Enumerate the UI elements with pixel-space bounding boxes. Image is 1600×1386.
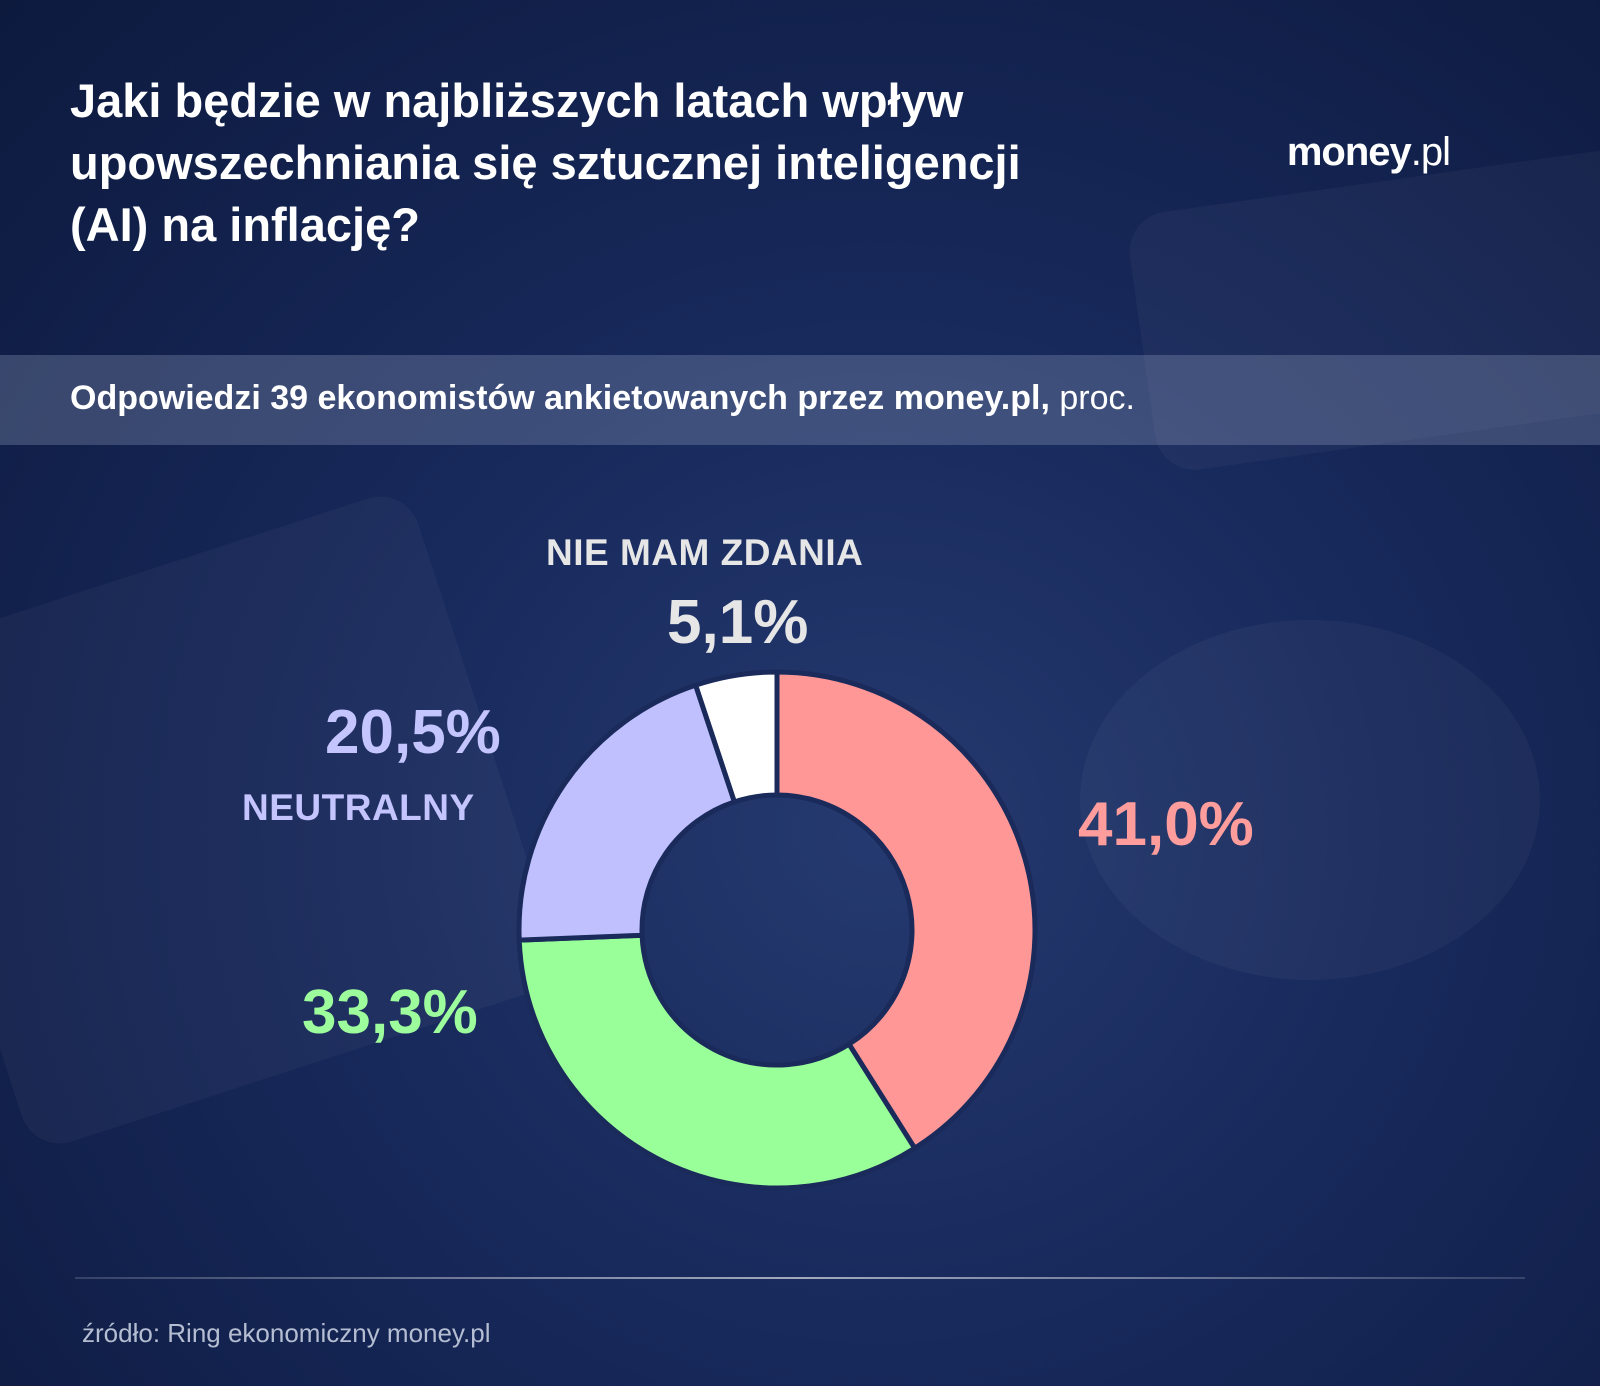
money-pl-logo: money.pl: [1286, 130, 1451, 175]
subtitle-band: Odpowiedzi 39 ekonomistów ankietowanych …: [0, 355, 1600, 445]
donut-slices: [516, 669, 1038, 1191]
label-value-no-opinion: 5,1%: [667, 588, 809, 657]
label-value-slice-1: 41,0%: [1078, 790, 1254, 859]
source-note: źródło: Ring ekonomiczny money.pl: [82, 1318, 491, 1348]
label-category-no-opinion: NIE MAM ZDANIA: [546, 532, 864, 573]
footer-divider: [75, 1277, 1525, 1279]
donut-slice-neutral: [516, 682, 737, 943]
label-value-slice-2: 33,3%: [302, 978, 478, 1047]
label-value-neutral: 20,5%: [325, 698, 501, 767]
label-category-neutral: NEUTRALNY: [242, 787, 475, 828]
donut-slice-1: [774, 669, 1038, 1151]
chart-title: Jaki będzie w najbliższych latach wpływ …: [70, 74, 1021, 251]
subtitle-unit: proc.: [1049, 379, 1135, 417]
logo-brand: money: [1286, 130, 1412, 174]
donut-slice-no-opinion: [693, 669, 780, 805]
chart-subtitle: Odpowiedzi 39 ekonomistów ankietowanych …: [70, 379, 1135, 418]
subtitle-main: Odpowiedzi 39 ekonomistów ankietowanych …: [70, 379, 1050, 417]
donut-slice-2: [516, 932, 918, 1191]
logo-tld: .pl: [1410, 130, 1451, 174]
